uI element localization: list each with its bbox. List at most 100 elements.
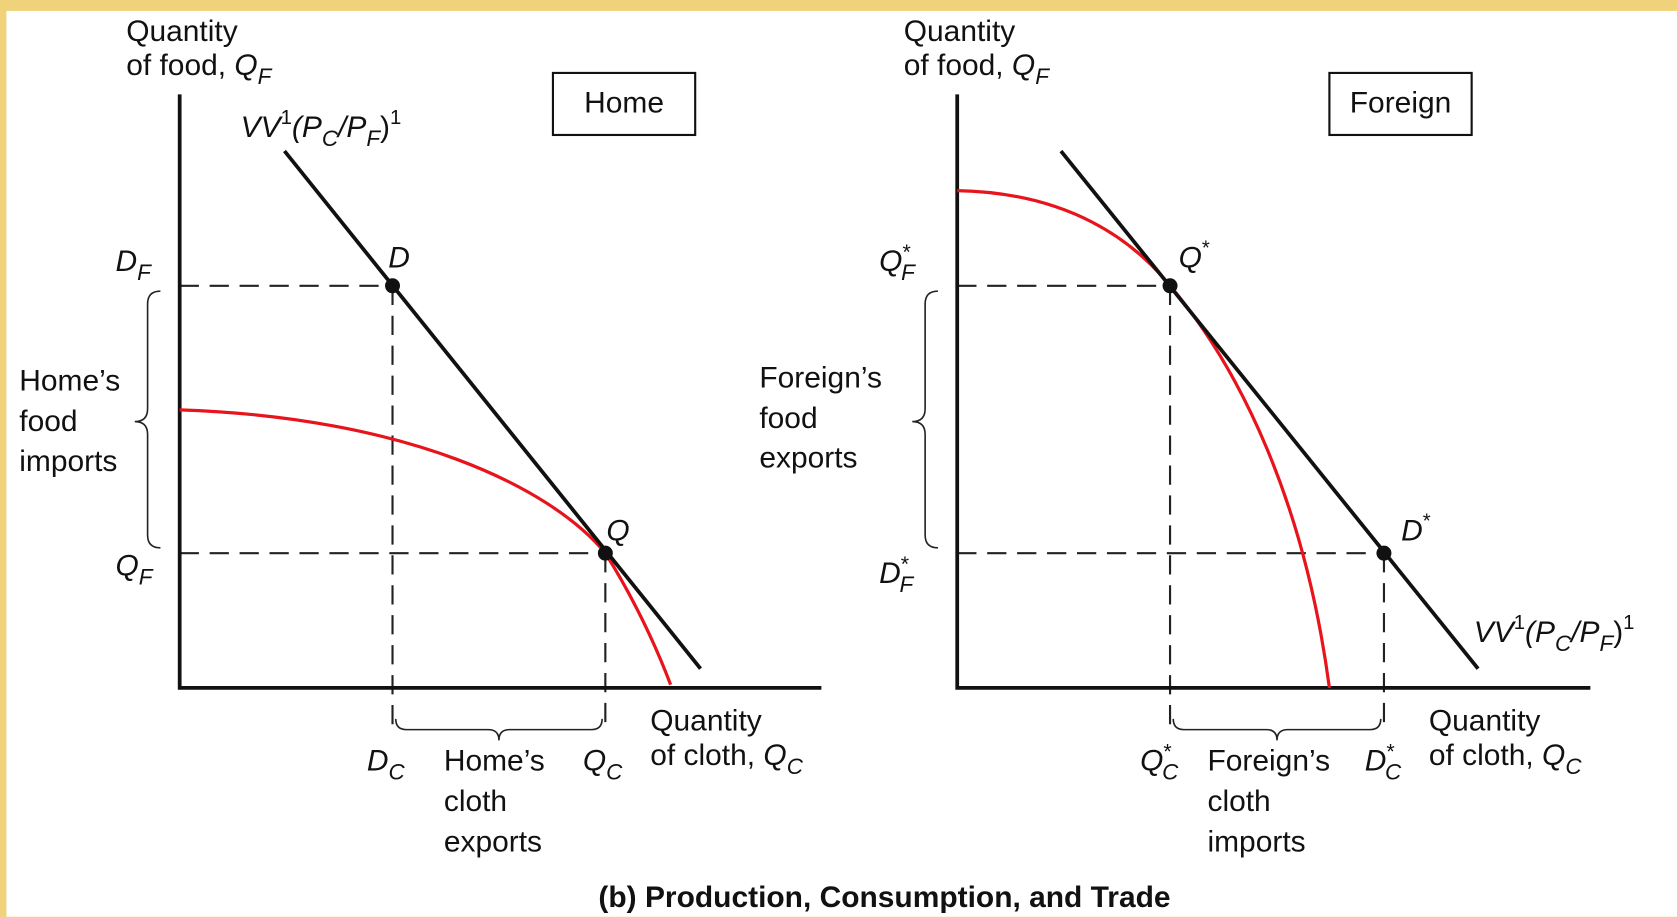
side-note: food bbox=[759, 402, 817, 435]
line-label-part: F bbox=[366, 126, 381, 151]
point bbox=[597, 545, 613, 561]
y-tick-label-part: D bbox=[116, 245, 138, 278]
line-label-part: VV bbox=[241, 111, 284, 144]
panel-title-part: Foreign bbox=[1350, 87, 1452, 120]
line-label: VV1(PC/PF)1 bbox=[241, 107, 402, 150]
bottom-note: exports bbox=[444, 826, 542, 859]
axes bbox=[177, 94, 822, 690]
x-axis-label-part: Quantity bbox=[650, 705, 762, 738]
panel-title: Home bbox=[584, 87, 664, 120]
x-axis-label: Quantity bbox=[650, 705, 762, 738]
y-axis-label-part: Q bbox=[1012, 49, 1035, 82]
x-tick-label-part: D bbox=[1365, 744, 1387, 777]
line-label-part: 1 bbox=[390, 107, 401, 129]
brace bbox=[912, 290, 938, 549]
panel-title: Foreign bbox=[1350, 87, 1452, 120]
y-axis-label: Quantity bbox=[904, 15, 1016, 48]
y-axis-label: Quantity bbox=[126, 15, 238, 48]
point-label-part: Q bbox=[1179, 242, 1202, 275]
y-axis-label: of food, QF bbox=[904, 49, 1050, 89]
bottom-note: cloth bbox=[1207, 785, 1270, 818]
x-axis-label-part: Quantity bbox=[1429, 705, 1541, 738]
y-axis-label-part: of food, bbox=[904, 49, 1012, 82]
point bbox=[385, 278, 400, 294]
bottom-note-part: cloth bbox=[1207, 785, 1270, 818]
y-tick-label-part: * bbox=[902, 240, 910, 264]
x-axis-label-part: C bbox=[787, 753, 804, 778]
brace bbox=[1172, 718, 1382, 741]
side-note: Home’s bbox=[19, 365, 120, 398]
y-axis-label: of food, QF bbox=[126, 49, 272, 89]
side-note-part: Foreign’s bbox=[759, 361, 882, 394]
x-axis-label-part: of cloth, bbox=[650, 739, 763, 772]
side-note-part: exports bbox=[759, 442, 857, 475]
bottom-note-part: exports bbox=[444, 826, 542, 859]
bottom-note-part: imports bbox=[1207, 826, 1305, 859]
x-tick-label-part: D bbox=[367, 744, 389, 777]
point-label-part: Q bbox=[606, 514, 629, 547]
line-label-part: C bbox=[1555, 630, 1572, 655]
y-tick-label-part: Q bbox=[116, 550, 139, 583]
y-tick-label-part: Q bbox=[879, 245, 902, 278]
y-axis-label-part: of food, bbox=[126, 49, 234, 82]
x-tick-label-part: Q bbox=[1140, 744, 1163, 777]
point bbox=[1376, 545, 1392, 561]
line-label-part: 1 bbox=[1623, 612, 1634, 634]
line-label-part: (P bbox=[1525, 616, 1555, 649]
x-axis-label: of cloth, QC bbox=[650, 739, 803, 779]
x-tick-label-part: C bbox=[388, 759, 405, 784]
y-tick-label: D* F bbox=[879, 552, 914, 596]
bottom-note: imports bbox=[1207, 826, 1305, 859]
y-tick-label: DF bbox=[116, 245, 153, 285]
side-note: exports bbox=[759, 442, 857, 475]
side-note-part: food bbox=[19, 405, 77, 438]
point-label: Q bbox=[606, 514, 629, 547]
x-axis-label-part: C bbox=[1565, 753, 1582, 778]
canvas bbox=[6, 10, 1677, 917]
x-tick-label-part: C bbox=[1162, 759, 1179, 784]
line-label-part: VV bbox=[1474, 616, 1517, 649]
y-tick-label-part: * bbox=[901, 552, 909, 576]
isovalue-line bbox=[1059, 149, 1480, 670]
y-tick-label-part: F bbox=[137, 259, 152, 284]
bottom-note-part: Home’s bbox=[444, 744, 545, 777]
bottom-note: Home’s bbox=[444, 744, 545, 777]
line-label-part: (P bbox=[292, 111, 322, 144]
line-label-part: ) bbox=[380, 111, 390, 144]
point-label: D* bbox=[1401, 510, 1431, 547]
side-note: Foreign’s bbox=[759, 361, 882, 394]
point-label: Q* bbox=[1179, 238, 1210, 275]
line-label-part: C bbox=[322, 126, 339, 151]
line-label: VV1(PC/PF)1 bbox=[1474, 612, 1635, 655]
point-label-part: * bbox=[1202, 238, 1210, 260]
line-label-part: ) bbox=[1613, 616, 1623, 649]
x-tick-label: QC bbox=[583, 744, 623, 784]
panel-title-part: Home bbox=[584, 87, 664, 120]
y-tick-label: Q* F bbox=[879, 240, 916, 284]
y-axis-label-part: F bbox=[258, 64, 273, 89]
line-label-part: /P bbox=[336, 111, 366, 144]
side-note-part: Home’s bbox=[19, 365, 120, 398]
x-tick-label-part: C bbox=[606, 759, 623, 784]
bottom-note: Foreign’s bbox=[1207, 744, 1330, 777]
bottom-note-part: Foreign’s bbox=[1207, 744, 1330, 777]
line-label-part: F bbox=[1599, 630, 1614, 655]
isovalue-line bbox=[283, 149, 702, 670]
brace bbox=[134, 290, 161, 549]
x-axis-label-part: of cloth, bbox=[1429, 739, 1542, 772]
side-note: imports bbox=[19, 445, 117, 478]
title-box bbox=[1328, 71, 1473, 137]
line-label-part: /P bbox=[1569, 616, 1599, 649]
bottom-note: cloth bbox=[444, 785, 507, 818]
point bbox=[1162, 278, 1178, 294]
y-axis-label-part: Quantity bbox=[126, 15, 238, 48]
x-axis-label-part: Q bbox=[1542, 739, 1565, 772]
y-axis-label-part: Q bbox=[234, 49, 257, 82]
y-tick-label-part: F bbox=[139, 564, 154, 589]
y-axis-label-part: F bbox=[1035, 64, 1050, 89]
point-label: D bbox=[388, 242, 410, 275]
bottom-note-part: cloth bbox=[444, 785, 507, 818]
x-axis-label: of cloth, QC bbox=[1429, 739, 1582, 779]
